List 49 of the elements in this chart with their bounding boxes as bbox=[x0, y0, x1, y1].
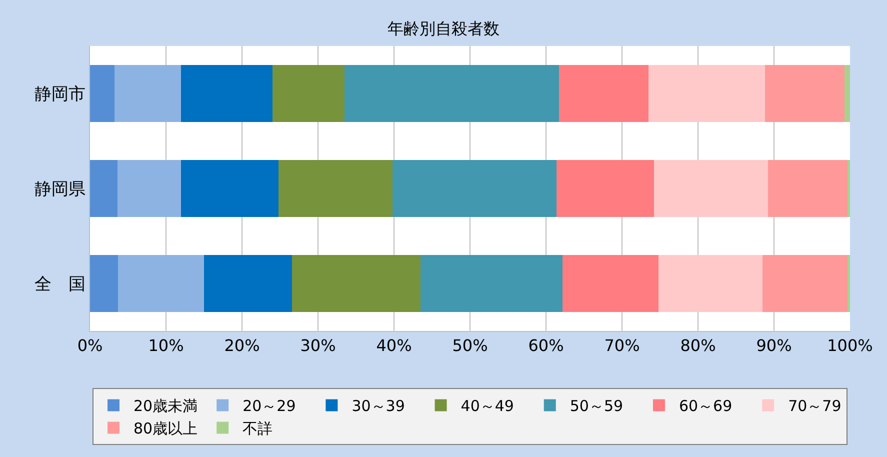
bar bbox=[762, 255, 848, 312]
bar bbox=[90, 160, 118, 217]
bar bbox=[344, 65, 559, 122]
bar bbox=[272, 65, 345, 122]
bar bbox=[278, 160, 392, 217]
x-tick-label: 50% bbox=[452, 336, 488, 356]
bar bbox=[181, 65, 272, 122]
bar bbox=[117, 160, 182, 217]
x-tick-label: 30% bbox=[300, 336, 336, 356]
bar bbox=[648, 65, 765, 122]
bar bbox=[556, 160, 654, 217]
legend-label: 50～59 bbox=[570, 397, 624, 416]
legend-label: 不詳 bbox=[242, 420, 273, 438]
bar bbox=[118, 255, 204, 312]
x-tick-label: 100% bbox=[827, 336, 873, 356]
y-tick-label: 全 国 bbox=[34, 274, 86, 294]
bar bbox=[654, 160, 768, 217]
y-tick-label: 静岡市 bbox=[34, 84, 86, 104]
bar bbox=[764, 65, 845, 122]
x-tick-label: 40% bbox=[376, 336, 412, 356]
bar bbox=[420, 255, 563, 312]
bar bbox=[844, 65, 850, 122]
x-tick-label: 60% bbox=[528, 336, 564, 356]
y-tick-label: 静岡県 bbox=[34, 179, 86, 200]
legend-label: 20歳未満 bbox=[134, 397, 198, 416]
x-tick-label: 0% bbox=[77, 336, 103, 356]
x-tick-label: 10% bbox=[148, 336, 184, 356]
bar bbox=[392, 160, 557, 217]
x-tick-label: 80% bbox=[680, 336, 716, 356]
x-tick-label: 70% bbox=[604, 336, 640, 356]
legend-label: 30～39 bbox=[352, 397, 405, 416]
bar bbox=[292, 255, 421, 312]
bar bbox=[768, 160, 848, 217]
legend-label: 40～49 bbox=[460, 397, 514, 416]
bar bbox=[90, 255, 118, 312]
bar bbox=[562, 255, 658, 312]
legend-label: 20～29 bbox=[242, 397, 296, 416]
x-tick-label: 90% bbox=[756, 336, 792, 356]
bar bbox=[658, 255, 763, 312]
bar bbox=[558, 65, 649, 122]
legend-label: 60～69 bbox=[678, 397, 732, 416]
legend-label: 80歳以上 bbox=[134, 420, 198, 438]
chart-title: 年齢別自殺者数 bbox=[388, 19, 500, 38]
bar bbox=[90, 65, 114, 122]
x-tick-label: 20% bbox=[224, 336, 260, 356]
bar bbox=[114, 65, 182, 122]
bar bbox=[181, 160, 278, 217]
legend-label: 70～79 bbox=[788, 397, 842, 416]
bar bbox=[204, 255, 292, 312]
